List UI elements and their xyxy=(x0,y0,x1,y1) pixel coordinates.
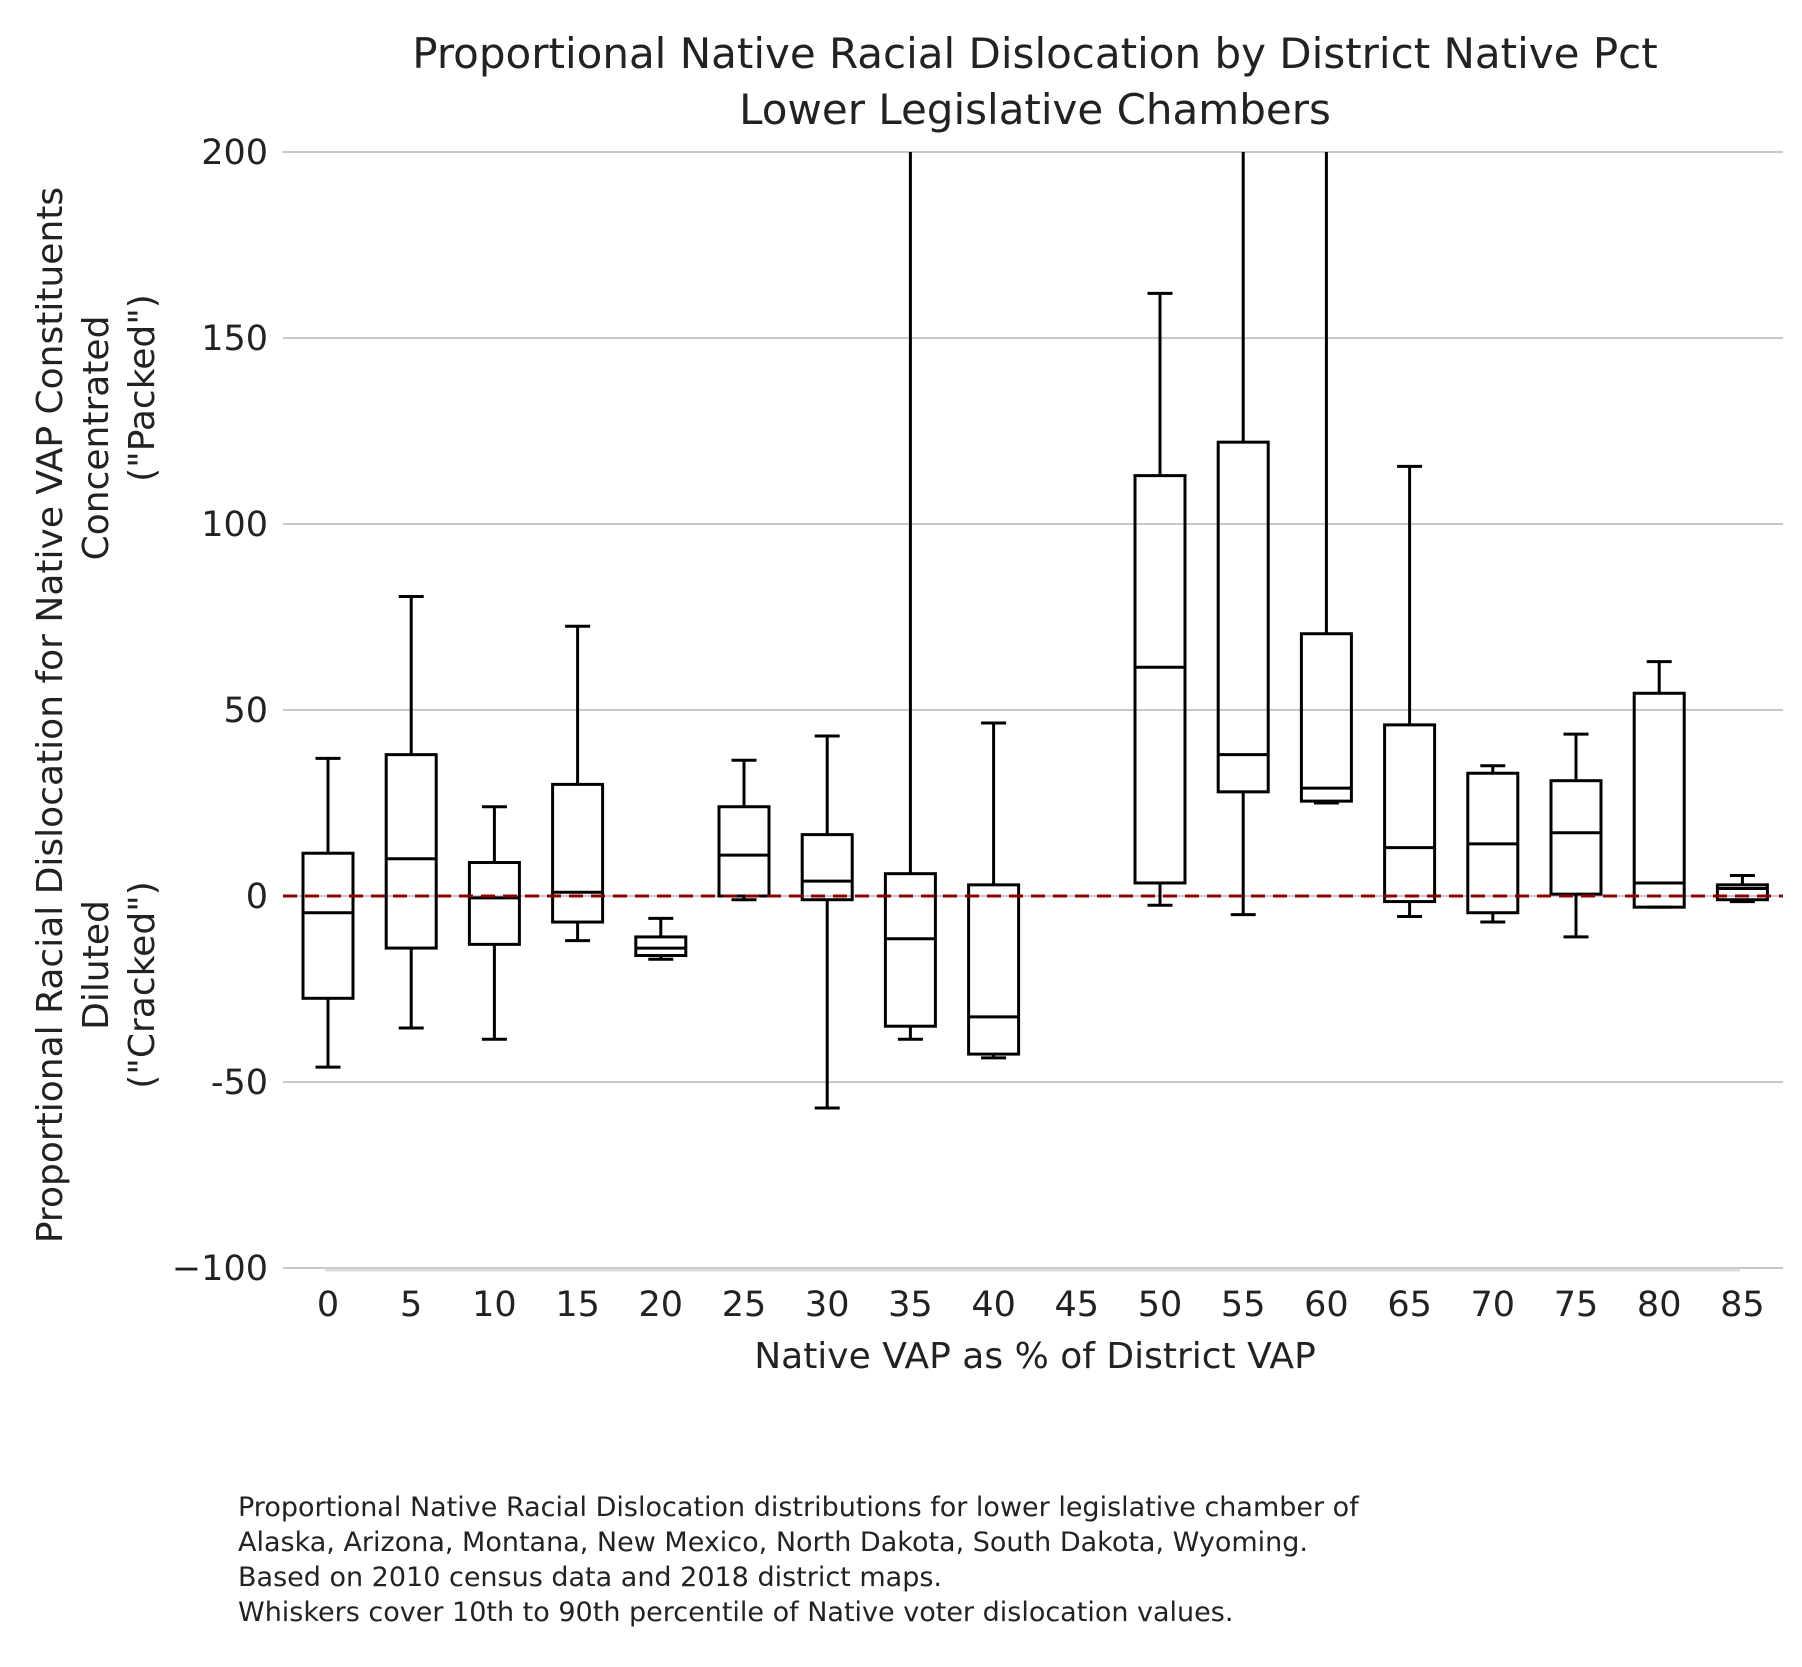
caption-line: Proportional Native Racial Dislocation d… xyxy=(238,1492,1359,1523)
box-20 xyxy=(634,916,688,961)
box-55 xyxy=(1216,152,1270,917)
box-80 xyxy=(1632,660,1686,909)
caption-line: Whiskers cover 10th to 90th percentile o… xyxy=(238,1597,1234,1628)
x-tick-label: 15 xyxy=(555,1285,600,1325)
gridlines xyxy=(283,151,1783,1272)
chart-caption: Proportional Native Racial Dislocation d… xyxy=(238,1490,1359,1630)
iqr-box xyxy=(1299,632,1353,803)
iqr-box xyxy=(551,782,605,924)
box-35 xyxy=(883,152,937,1041)
iqr-box xyxy=(301,851,355,1000)
x-tick-label: 75 xyxy=(1554,1285,1599,1325)
y-tick-label: -50 xyxy=(211,1063,268,1103)
box-40 xyxy=(967,721,1021,1060)
chart-title-line-1: Proportional Native Racial Dislocation b… xyxy=(412,29,1658,78)
y-tick-label: 0 xyxy=(246,877,268,917)
iqr-box xyxy=(1133,474,1187,885)
y-axis-ticks: −100 -50 0 50 100 150 200 xyxy=(172,133,268,1289)
x-tick-label: 70 xyxy=(1471,1285,1516,1325)
x-tick-label: 0 xyxy=(317,1285,339,1325)
y-axis-label-packed: ("Packed") xyxy=(122,294,163,482)
box-50 xyxy=(1133,291,1187,907)
box-0 xyxy=(301,756,355,1069)
caption-line: Based on 2010 census data and 2018 distr… xyxy=(238,1562,942,1593)
y-tick-label: 200 xyxy=(201,133,268,173)
y-axis-label-concentrated: Concentrated xyxy=(76,316,117,561)
x-tick-label: 30 xyxy=(805,1285,850,1325)
x-tick-label: 85 xyxy=(1720,1285,1765,1325)
x-tick-label: 20 xyxy=(639,1285,684,1325)
iqr-box xyxy=(967,883,1021,1056)
y-tick-label: 50 xyxy=(223,691,268,731)
box-30 xyxy=(800,734,854,1110)
caption-line: Alaska, Arizona, Montana, New Mexico, No… xyxy=(238,1527,1308,1558)
box-10 xyxy=(467,805,521,1041)
x-tick-label: 35 xyxy=(888,1285,933,1325)
boxes xyxy=(301,152,1769,1110)
iqr-box xyxy=(1216,440,1270,794)
box-85 xyxy=(1715,874,1769,904)
iqr-box xyxy=(634,935,688,958)
x-tick-label: 10 xyxy=(472,1285,517,1325)
x-tick-label: 40 xyxy=(971,1285,1016,1325)
iqr-box xyxy=(384,753,438,950)
x-tick-label: 60 xyxy=(1304,1285,1349,1325)
iqr-box xyxy=(1549,779,1603,896)
iqr-box xyxy=(1383,723,1437,904)
box-75 xyxy=(1549,732,1603,939)
x-axis-ticks: 0 5 10 15 20 25 30 35 40 45 50 55 60 65 70 75 80 85 xyxy=(317,1285,1765,1325)
chart-title: Proportional Native Racial Dislocation b… xyxy=(412,29,1658,134)
x-axis-label: Native VAP as % of District VAP xyxy=(754,1336,1316,1377)
iqr-box xyxy=(1715,883,1769,902)
box-25 xyxy=(717,758,771,902)
chart-title-line-2: Lower Legislative Chambers xyxy=(739,85,1331,134)
y-tick-label: 100 xyxy=(201,505,268,545)
y-axis-label-diluted: Diluted xyxy=(76,900,117,1030)
y-axis-label: Proportional Racial Dislocation for Nati… xyxy=(30,187,163,1243)
box-70 xyxy=(1466,764,1520,924)
box-5 xyxy=(384,595,438,1030)
y-tick-label: 150 xyxy=(201,319,268,359)
y-axis-label-main: Proportional Racial Dislocation for Nati… xyxy=(30,187,71,1243)
y-axis-label-cracked: ("Cracked") xyxy=(122,881,163,1089)
x-tick-label: 45 xyxy=(1055,1285,1100,1325)
iqr-box xyxy=(883,872,937,1028)
iqr-box xyxy=(467,861,521,946)
x-tick-label: 55 xyxy=(1221,1285,1266,1325)
x-tick-label: 5 xyxy=(400,1285,422,1325)
x-tick-label: 25 xyxy=(722,1285,767,1325)
x-tick-label: 80 xyxy=(1637,1285,1682,1325)
iqr-box xyxy=(1632,691,1686,909)
box-65 xyxy=(1383,464,1437,918)
box-15 xyxy=(551,624,605,943)
x-tick-label: 50 xyxy=(1138,1285,1183,1325)
iqr-box xyxy=(800,833,854,902)
box-60 xyxy=(1299,152,1353,805)
iqr-box xyxy=(717,805,771,898)
y-tick-label: −100 xyxy=(172,1249,268,1289)
x-tick-label: 65 xyxy=(1387,1285,1432,1325)
